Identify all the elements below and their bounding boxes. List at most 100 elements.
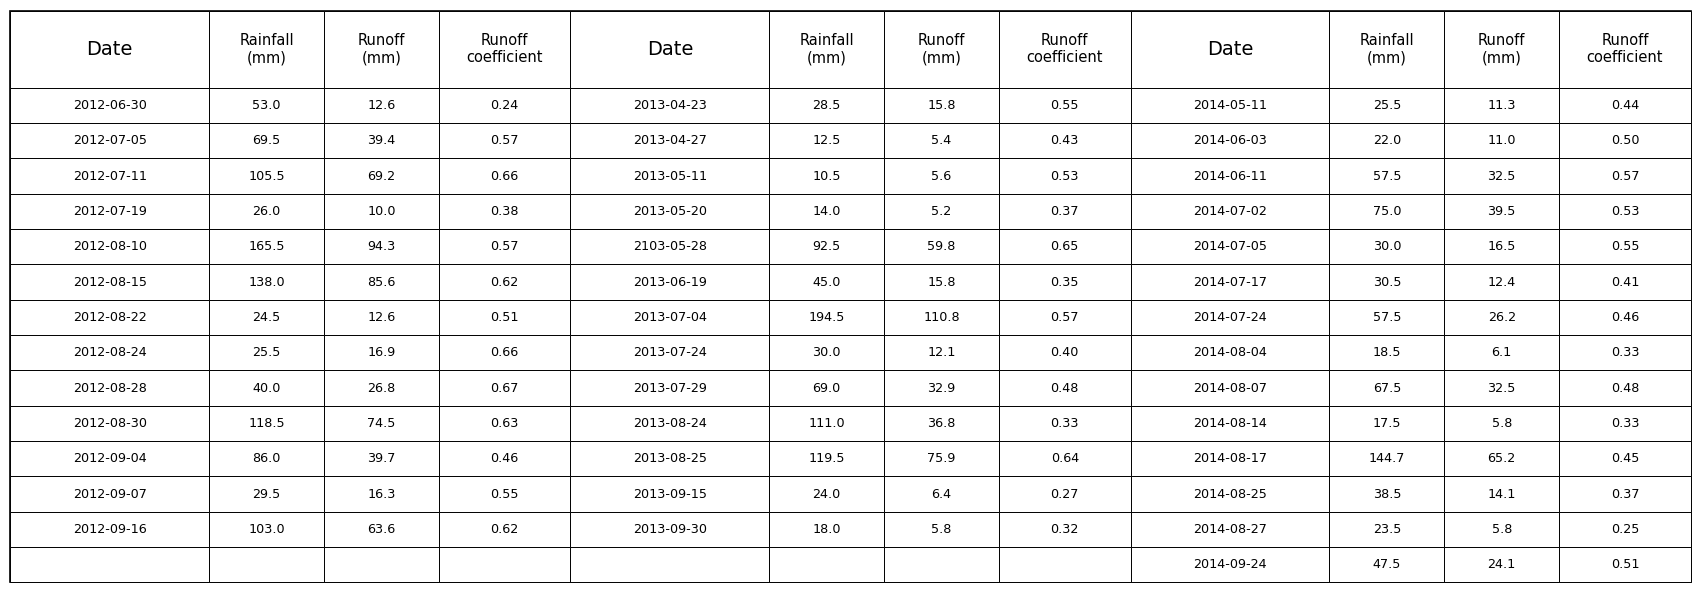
Text: 15.8: 15.8	[927, 276, 956, 289]
Text: 0.45: 0.45	[1611, 452, 1640, 465]
Text: 53.0: 53.0	[252, 99, 281, 112]
Text: 2014-08-17: 2014-08-17	[1192, 452, 1267, 465]
Bar	[323, 512, 439, 547]
Text: 2014-08-04: 2014-08-04	[1192, 346, 1267, 359]
Bar	[439, 300, 570, 335]
Text: 10.5: 10.5	[813, 170, 840, 183]
Text: 25.5: 25.5	[1373, 99, 1402, 112]
Text: 0.63: 0.63	[490, 417, 519, 430]
Text: Rainfall
(mm): Rainfall (mm)	[240, 33, 294, 65]
Bar	[1444, 88, 1560, 123]
Text: 2014-05-11: 2014-05-11	[1192, 99, 1267, 112]
Bar	[769, 335, 885, 371]
Text: 2013-05-20: 2013-05-20	[633, 205, 708, 218]
Bar	[769, 194, 885, 229]
Bar	[1560, 512, 1691, 547]
Bar	[885, 406, 998, 441]
Text: 2014-06-11: 2014-06-11	[1192, 170, 1267, 183]
Bar	[1560, 371, 1691, 406]
Text: 0.48: 0.48	[1051, 381, 1078, 394]
Text: 39.7: 39.7	[367, 452, 396, 465]
Text: 28.5: 28.5	[813, 99, 840, 112]
Bar	[1444, 441, 1560, 476]
Bar	[1444, 371, 1560, 406]
Bar	[885, 88, 998, 123]
Text: 5.8: 5.8	[932, 523, 953, 536]
Text: 2014-09-24: 2014-09-24	[1192, 558, 1267, 571]
Bar	[769, 476, 885, 512]
Bar	[769, 11, 885, 88]
Bar	[10, 11, 209, 88]
Bar	[570, 441, 769, 476]
Text: 2013-07-04: 2013-07-04	[633, 311, 708, 324]
Text: 10.0: 10.0	[367, 205, 396, 218]
Text: 32.9: 32.9	[927, 381, 956, 394]
Bar	[323, 335, 439, 371]
Text: 5.2: 5.2	[932, 205, 951, 218]
Text: 65.2: 65.2	[1488, 452, 1516, 465]
Bar	[323, 194, 439, 229]
Bar	[323, 406, 439, 441]
Bar	[1131, 194, 1330, 229]
Bar	[10, 476, 209, 512]
Bar	[998, 441, 1131, 476]
Bar	[1560, 441, 1691, 476]
Text: 11.3: 11.3	[1487, 99, 1516, 112]
Text: 22.0: 22.0	[1373, 135, 1402, 147]
Bar	[323, 264, 439, 300]
Text: 18.5: 18.5	[1373, 346, 1402, 359]
Bar	[10, 158, 209, 194]
Bar	[209, 123, 323, 158]
Bar	[570, 123, 769, 158]
Text: 2013-05-11: 2013-05-11	[633, 170, 708, 183]
Text: 57.5: 57.5	[1373, 311, 1402, 324]
Bar	[570, 229, 769, 264]
Text: 47.5: 47.5	[1373, 558, 1402, 571]
Text: 16.5: 16.5	[1488, 240, 1516, 253]
Text: 59.8: 59.8	[927, 240, 956, 253]
Bar	[10, 441, 209, 476]
Bar	[1330, 371, 1444, 406]
Bar	[1330, 88, 1444, 123]
Bar	[1560, 123, 1691, 158]
Bar	[1131, 11, 1330, 88]
Text: 103.0: 103.0	[248, 523, 284, 536]
Bar	[209, 512, 323, 547]
Bar	[769, 158, 885, 194]
Bar	[10, 512, 209, 547]
Bar	[209, 371, 323, 406]
Text: 14.1: 14.1	[1488, 487, 1516, 500]
Bar	[570, 11, 769, 88]
Text: 36.8: 36.8	[927, 417, 956, 430]
Bar	[439, 371, 570, 406]
Bar	[570, 264, 769, 300]
Text: 2014-07-05: 2014-07-05	[1192, 240, 1267, 253]
Bar	[1560, 406, 1691, 441]
Text: 0.62: 0.62	[490, 276, 519, 289]
Text: Runoff
(mm): Runoff (mm)	[919, 33, 964, 65]
Text: 2013-07-24: 2013-07-24	[633, 346, 708, 359]
Bar	[1444, 406, 1560, 441]
Bar	[209, 264, 323, 300]
Bar	[439, 158, 570, 194]
Text: 5.8: 5.8	[1492, 523, 1512, 536]
Bar	[570, 512, 769, 547]
Text: 119.5: 119.5	[808, 452, 845, 465]
Bar	[1560, 476, 1691, 512]
Bar	[570, 194, 769, 229]
Text: 2012-09-04: 2012-09-04	[73, 452, 146, 465]
Text: Runoff
(mm): Runoff (mm)	[357, 33, 405, 65]
Bar	[570, 335, 769, 371]
Bar	[1131, 300, 1330, 335]
Bar	[1560, 158, 1691, 194]
Text: 0.44: 0.44	[1611, 99, 1640, 112]
Text: 110.8: 110.8	[924, 311, 959, 324]
Text: 2013-04-23: 2013-04-23	[633, 99, 708, 112]
Bar	[1330, 158, 1444, 194]
Bar	[323, 11, 439, 88]
Text: 24.0: 24.0	[813, 487, 840, 500]
Text: 0.37: 0.37	[1051, 205, 1078, 218]
Text: 0.66: 0.66	[490, 170, 519, 183]
Text: 26.8: 26.8	[367, 381, 395, 394]
Text: 74.5: 74.5	[367, 417, 396, 430]
